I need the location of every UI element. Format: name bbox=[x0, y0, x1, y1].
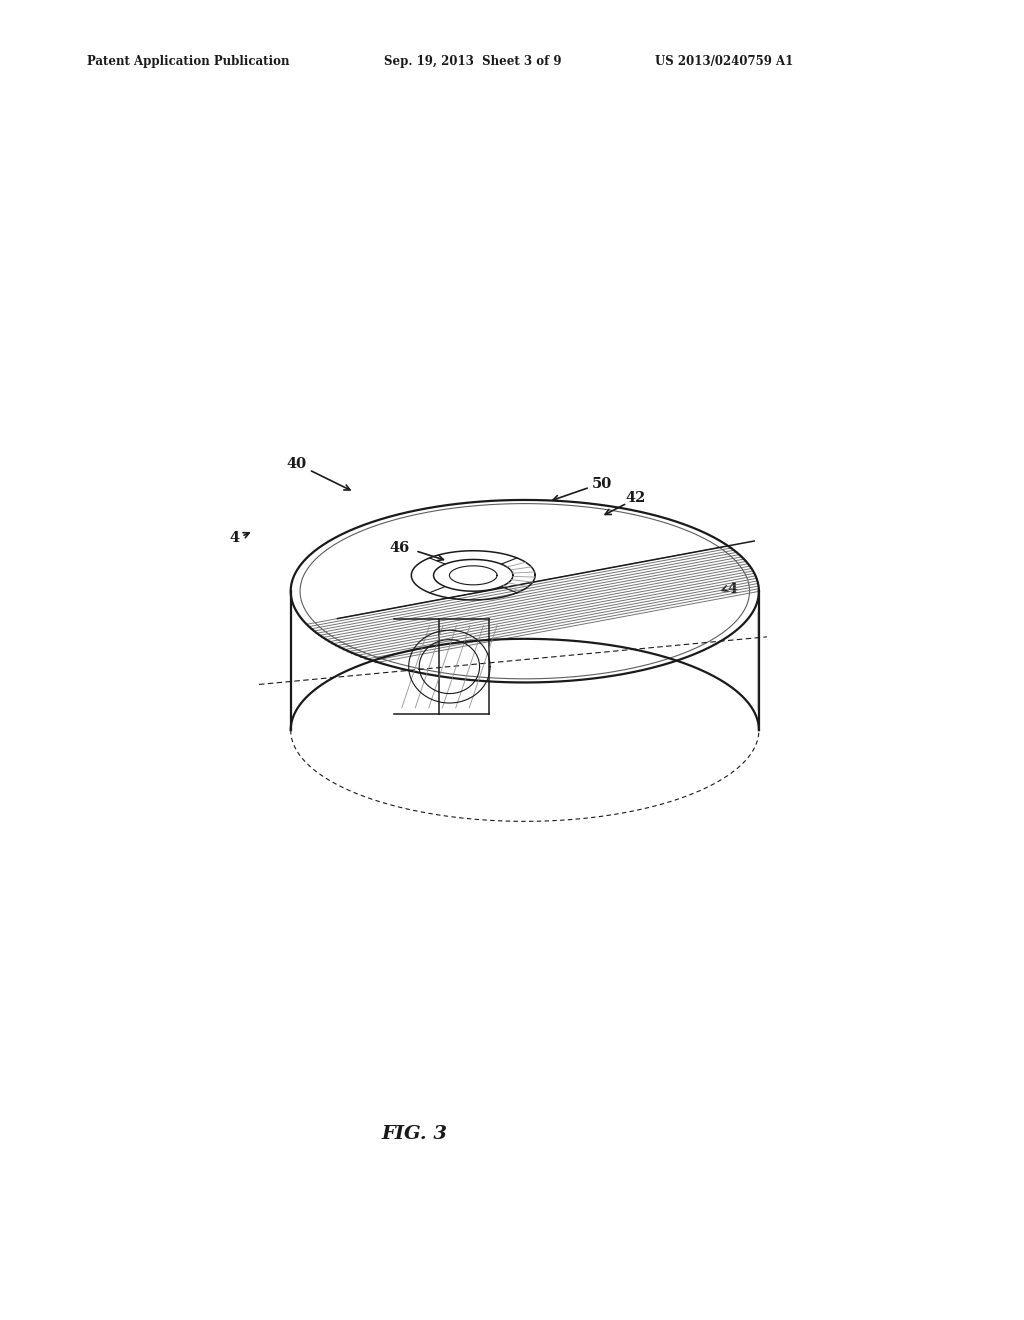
Text: 4: 4 bbox=[727, 582, 737, 595]
Text: US 2013/0240759 A1: US 2013/0240759 A1 bbox=[655, 55, 794, 69]
Text: Patent Application Publication: Patent Application Publication bbox=[87, 55, 290, 69]
Text: FIG. 3: FIG. 3 bbox=[382, 1125, 447, 1143]
Text: Sep. 19, 2013  Sheet 3 of 9: Sep. 19, 2013 Sheet 3 of 9 bbox=[384, 55, 561, 69]
Text: 46: 46 bbox=[389, 541, 410, 554]
Text: 50: 50 bbox=[592, 477, 611, 491]
Text: 42: 42 bbox=[626, 491, 646, 506]
Text: 4: 4 bbox=[229, 531, 240, 545]
Text: 40: 40 bbox=[287, 457, 307, 471]
